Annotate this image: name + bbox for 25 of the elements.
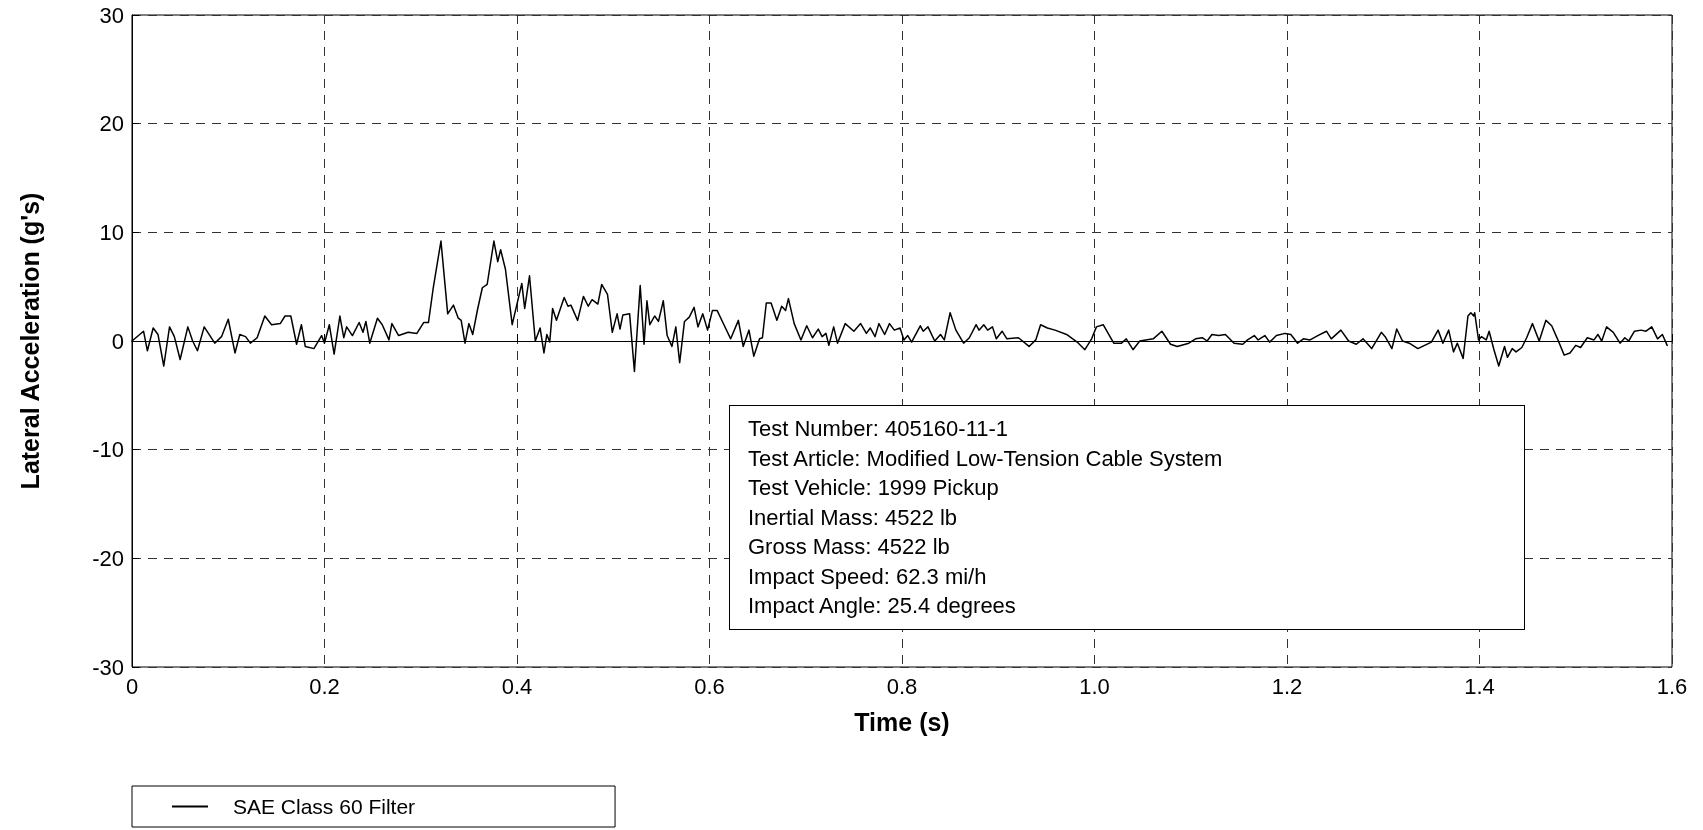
y-tick-label: 0: [111, 328, 124, 354]
x-tick-label: 1.2: [1271, 673, 1303, 699]
annotation: Impact Speed: 62.3 mi/h: [748, 562, 988, 591]
x-tick-label: 0.2: [309, 673, 340, 699]
y-tick-label: 10: [99, 219, 124, 245]
annotation: Impact Angle: 25.4 degrees: [748, 592, 1017, 620]
x-axis-title: Time (s): [854, 707, 950, 736]
annotation: Gross Mass: 4522 lb: [748, 533, 951, 561]
y-tick-label: -30: [92, 654, 124, 680]
y-tick-label: 30: [99, 2, 124, 28]
annotation: Test Number: 405160-11-1: [748, 415, 1010, 443]
y-tick-label: -20: [92, 545, 124, 571]
x-tick-label: 1.0: [1079, 673, 1110, 699]
annotation: Inertial Mass: 4522 lb: [748, 503, 959, 532]
x-tick-label: 0.8: [886, 673, 918, 699]
annotation: Test Vehicle: 1999 Pickup: [748, 474, 1000, 502]
x-tick-label: 1.4: [1464, 673, 1495, 699]
annotation: Test Article: Modified Low-Tension Cable System: [748, 444, 1224, 473]
y-tick-label: -10: [92, 437, 124, 463]
x-tick-label: 0.6: [694, 673, 725, 699]
x-tick-label: 0.4: [501, 673, 533, 699]
y-tick-label: 20: [99, 111, 124, 137]
x-tick-label: 1.6: [1656, 673, 1688, 699]
legend-label: SAE Class 60 Filter: [233, 795, 416, 818]
y-axis-title: Lateral Acceleration (g's): [15, 192, 44, 490]
